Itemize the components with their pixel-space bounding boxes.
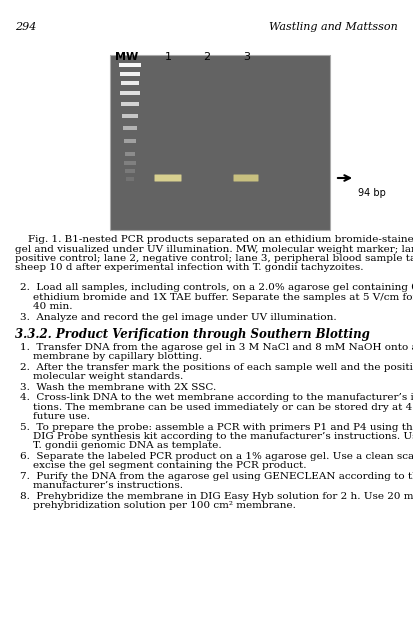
Text: 40 min.: 40 min. [20, 302, 73, 311]
Text: prehybridization solution per 100 cm² membrane.: prehybridization solution per 100 cm² me… [20, 502, 296, 511]
FancyBboxPatch shape [233, 175, 259, 182]
Text: 2.  After the transfer mark the positions of each sample well and the positions : 2. After the transfer mark the positions… [20, 362, 413, 371]
Bar [120, 72, 140, 76]
Text: sheep 10 d after experimental infection with T. gondii tachyzoites.: sheep 10 d after experimental infection … [15, 264, 363, 273]
Bar [119, 63, 141, 67]
Text: MW: MW [115, 52, 139, 62]
Text: Fig. 1. B1-nested PCR products separated on an ethidium bromide-stained agarose: Fig. 1. B1-nested PCR products separated… [15, 235, 413, 244]
Bar [120, 91, 140, 95]
Bar [121, 102, 139, 106]
Text: 3.  Wash the membrane with 2X SSC.: 3. Wash the membrane with 2X SSC. [20, 383, 216, 392]
Text: gel and visualized under UV illumination. MW, molecular weight marker; lane 1,: gel and visualized under UV illumination… [15, 244, 413, 253]
Text: 3.  Analyze and record the gel image under UV illumination.: 3. Analyze and record the gel image unde… [20, 312, 337, 321]
Text: 4.  Cross-link DNA to the wet membrane according to the manufacturer’s instruc-: 4. Cross-link DNA to the wet membrane ac… [20, 393, 413, 402]
Text: 1: 1 [164, 52, 171, 62]
Text: manufacturer’s instructions.: manufacturer’s instructions. [20, 481, 183, 490]
Bar [110, 55, 330, 230]
Text: ethidium bromide and 1X TAE buffer. Separate the samples at 5 V/cm for about: ethidium bromide and 1X TAE buffer. Sepa… [20, 292, 413, 301]
Text: T. gondii genomic DNA as template.: T. gondii genomic DNA as template. [20, 442, 222, 451]
Text: 1.  Transfer DNA from the agarose gel in 3 M NaCl and 8 mM NaOH onto a nylon: 1. Transfer DNA from the agarose gel in … [20, 342, 413, 351]
Text: 3.3.2. Product Verification through Southern Blotting: 3.3.2. Product Verification through Sout… [15, 328, 370, 341]
Text: 294: 294 [15, 22, 36, 32]
Text: 5.  To prepare the probe: assemble a PCR with primers P1 and P4 using the PCR: 5. To prepare the probe: assemble a PCR … [20, 422, 413, 431]
Bar [126, 177, 134, 181]
Text: 2.  Load all samples, including controls, on a 2.0% agarose gel containing 0.5 μ: 2. Load all samples, including controls,… [20, 283, 413, 292]
Bar [125, 169, 135, 173]
Text: 7.  Purify the DNA from the agarose gel using GENECLEAN according to the: 7. Purify the DNA from the agarose gel u… [20, 472, 413, 481]
Text: future use.: future use. [20, 412, 90, 421]
Text: 2: 2 [204, 52, 211, 62]
Text: molecular weight standards.: molecular weight standards. [20, 372, 183, 381]
FancyBboxPatch shape [154, 175, 181, 182]
Bar [123, 126, 137, 130]
Text: 94 bp: 94 bp [358, 188, 386, 198]
Bar [125, 152, 135, 156]
Bar [122, 114, 138, 118]
Text: tions. The membrane can be used immediately or can be stored dry at 4°C for: tions. The membrane can be used immediat… [20, 403, 413, 412]
Text: membrane by capillary blotting.: membrane by capillary blotting. [20, 352, 202, 361]
Bar [121, 81, 139, 85]
Text: 3: 3 [244, 52, 251, 62]
Text: 6.  Separate the labeled PCR product on a 1% agarose gel. Use a clean scalpel to: 6. Separate the labeled PCR product on a… [20, 452, 413, 461]
Text: Wastling and Mattsson: Wastling and Mattsson [269, 22, 398, 32]
Text: excise the gel segment containing the PCR product.: excise the gel segment containing the PC… [20, 461, 306, 470]
Text: DIG Probe synthesis kit according to the manufacturer’s instructions. Use 100 ng: DIG Probe synthesis kit according to the… [20, 432, 413, 441]
Text: 8.  Prehybridize the membrane in DIG Easy Hyb solution for 2 h. Use 20 mL: 8. Prehybridize the membrane in DIG Easy… [20, 492, 413, 501]
Bar [124, 139, 136, 143]
Bar [124, 161, 136, 165]
Text: positive control; lane 2, negative control; lane 3, peripheral blood sample take: positive control; lane 2, negative contr… [15, 254, 413, 263]
